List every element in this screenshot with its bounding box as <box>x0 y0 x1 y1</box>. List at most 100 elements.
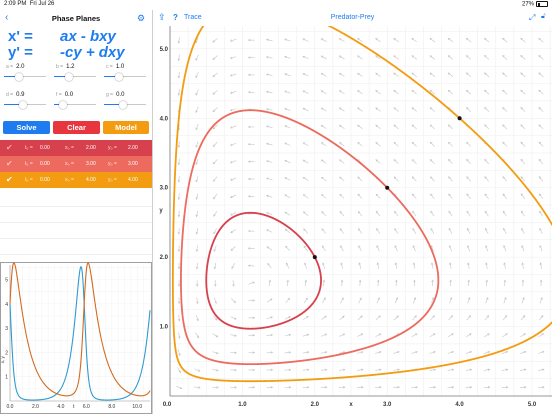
param-slider[interactable] <box>54 72 96 81</box>
field-arrow <box>357 351 364 354</box>
x-axis-label: x <box>349 402 353 408</box>
field-arrow-shaft <box>357 315 363 321</box>
field-arrow-head <box>485 279 489 283</box>
field-arrow-shaft <box>321 38 327 42</box>
expand-icon[interactable]: ⤢ <box>529 13 536 22</box>
lock-icon[interactable]: 🔓︎ <box>541 13 546 20</box>
slider-knob[interactable] <box>14 72 23 81</box>
field-arrow-head <box>395 297 398 300</box>
x0-value[interactable]: 4.00 <box>86 177 96 183</box>
y0-value[interactable]: 2.00 <box>128 145 138 151</box>
y0-value[interactable]: 3.00 <box>128 161 138 167</box>
ts-y-tick-label: 3 <box>5 326 8 332</box>
checkmark-icon[interactable]: ✔ <box>6 159 13 168</box>
field-arrow-head <box>503 279 507 283</box>
field-arrow-head <box>379 368 382 371</box>
field-arrow-shaft <box>212 107 218 112</box>
field-arrow-head <box>320 125 324 128</box>
share-icon[interactable]: ⇪ <box>158 12 166 22</box>
slider-knob[interactable] <box>118 100 127 109</box>
field-arrow <box>229 91 237 94</box>
field-arrow-shaft <box>230 194 237 198</box>
t0-value[interactable]: 0.00 <box>40 177 50 183</box>
field-arrow-head <box>303 245 306 249</box>
field-arrow-shaft <box>321 159 327 164</box>
field-arrow-head <box>484 107 487 110</box>
initial-condition-row[interactable]: ✔ t₀ = 0.00 x₀ = 2.00 y₀ = 2.00 <box>0 140 152 156</box>
initial-condition-row[interactable]: ✔ t₀ = 0.00 x₀ = 4.00 y₀ = 4.00 <box>0 172 152 188</box>
time-series-plot[interactable]: 0.0 2.0 4.0 6.0 8.0 10.0 1 2 3 4 5 t x, y <box>0 262 152 414</box>
x-tick-label: 5.0 <box>528 402 537 408</box>
field-arrow-shaft <box>393 369 400 371</box>
field-arrow-head <box>302 38 306 41</box>
field-arrow-head <box>411 159 415 162</box>
chevron-left-icon[interactable]: ‹ <box>5 12 9 23</box>
field-arrow-shaft <box>393 55 399 60</box>
field-arrow-head <box>338 124 342 128</box>
initial-condition-row[interactable]: ✔ t₀ = 0.00 x₀ = 3.00 y₀ = 3.00 <box>0 156 152 172</box>
field-arrow <box>338 55 345 60</box>
field-arrow <box>448 176 453 182</box>
param-slider[interactable] <box>54 100 96 109</box>
param-slider[interactable] <box>104 100 146 109</box>
field-arrow-head <box>324 386 328 389</box>
slider-knob[interactable] <box>114 72 123 81</box>
param-slider[interactable] <box>104 72 146 81</box>
field-arrow <box>212 159 218 165</box>
initial-point-3 <box>457 116 462 121</box>
field-arrow-head <box>252 299 256 302</box>
param-slider[interactable] <box>4 72 46 81</box>
x0-value[interactable]: 2.00 <box>86 145 96 151</box>
field-arrow-head <box>195 249 199 253</box>
trace-button[interactable]: Trace <box>184 14 202 21</box>
solve-button[interactable]: Solve <box>3 121 50 134</box>
phase-plane-plot[interactable]: 0.0 1.0 2.0 3.0 4.0 5.0 1.0 2.0 3.0 4.0 5.0 x y <box>153 26 552 414</box>
t0-value[interactable]: 0.00 <box>40 145 50 151</box>
field-arrow <box>501 350 509 354</box>
ts-series-y <box>9 262 151 397</box>
field-arrow <box>357 72 363 77</box>
slider-knob[interactable] <box>64 72 73 81</box>
field-arrow <box>357 55 363 60</box>
slider-knob[interactable] <box>59 100 68 109</box>
clear-button[interactable]: Clear <box>53 121 100 134</box>
field-arrow-shaft <box>321 90 327 94</box>
field-arrow-shaft <box>339 194 345 199</box>
field-arrow-shaft <box>485 297 489 304</box>
field-arrow <box>393 38 399 43</box>
y0-value[interactable]: 4.00 <box>128 177 138 183</box>
field-arrow-head <box>234 317 237 320</box>
field-arrow-head <box>502 72 505 75</box>
field-arrow <box>302 386 310 389</box>
help-icon[interactable]: ? <box>173 13 178 22</box>
field-arrow-shaft <box>303 159 309 164</box>
field-arrow <box>539 210 543 217</box>
field-arrow-head <box>284 228 288 232</box>
field-arrow <box>247 229 255 233</box>
field-arrow-head <box>340 262 343 265</box>
field-arrow <box>356 38 363 43</box>
field-arrow <box>411 72 417 77</box>
field-arrow <box>229 39 237 42</box>
ts-x-tick-label: 8.0 <box>108 404 115 410</box>
field-arrow <box>284 333 292 337</box>
field-arrow <box>430 210 435 217</box>
field-arrow <box>195 280 199 287</box>
field-arrow-head <box>284 55 287 59</box>
x0-value[interactable]: 3.00 <box>86 161 96 167</box>
checkmark-icon[interactable]: ✔ <box>6 143 13 152</box>
gear-icon[interactable]: ⚙ <box>137 13 146 23</box>
field-arrow-head <box>339 159 342 162</box>
param-slider[interactable] <box>4 100 46 109</box>
checkmark-icon[interactable]: ✔ <box>6 175 13 184</box>
y0-label: y₀ = <box>108 161 117 167</box>
field-arrow-head <box>375 107 378 110</box>
field-arrow <box>339 315 345 321</box>
slider-knob[interactable] <box>18 100 27 109</box>
t0-value[interactable]: 0.00 <box>40 161 50 167</box>
field-arrow-head <box>195 75 198 79</box>
model-button[interactable]: Model <box>103 121 149 134</box>
field-arrow <box>284 351 292 354</box>
field-arrow-shaft <box>284 316 291 320</box>
field-arrow-shaft <box>412 159 417 164</box>
